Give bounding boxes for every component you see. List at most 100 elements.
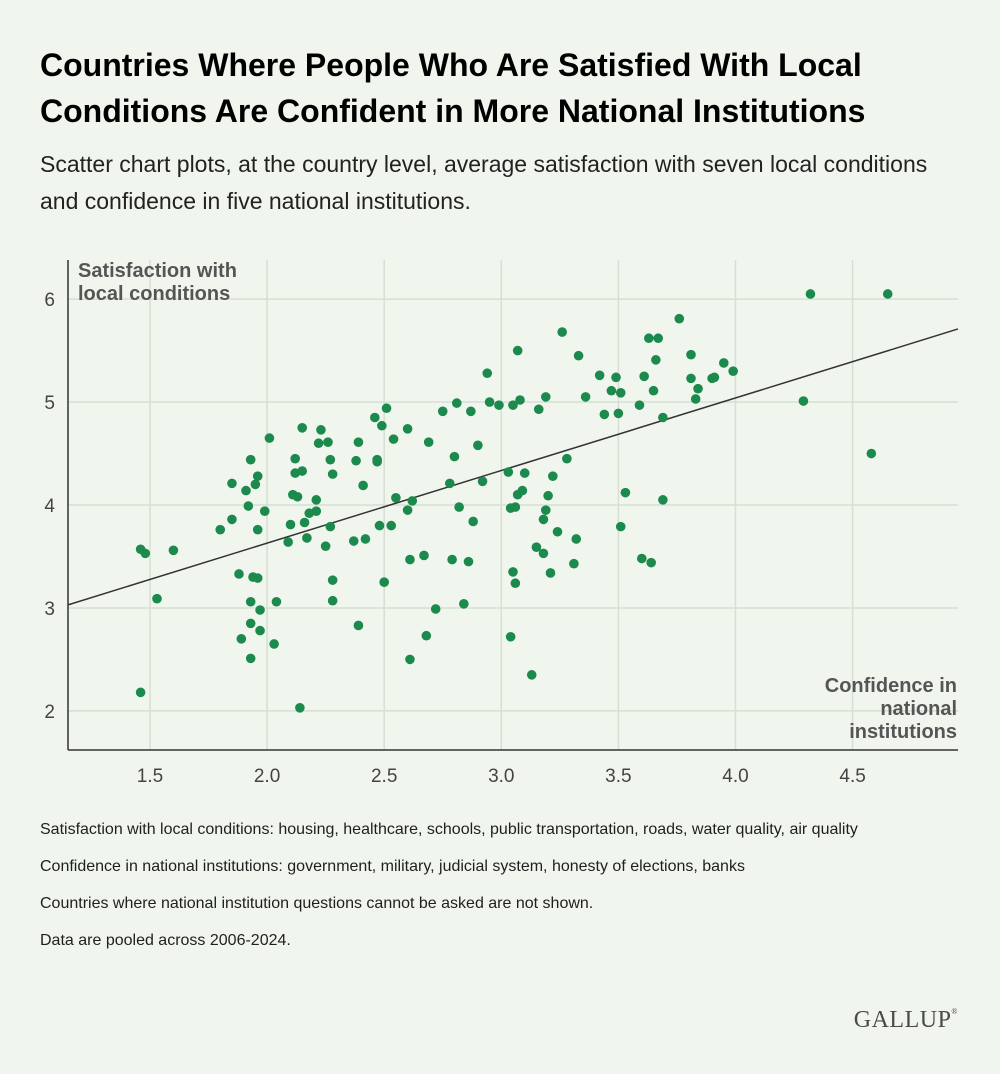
data-point <box>538 514 549 525</box>
data-point <box>252 524 263 535</box>
data-point <box>606 385 617 396</box>
data-point <box>168 545 179 556</box>
data-point <box>639 371 649 382</box>
data-point <box>299 517 310 528</box>
data-point <box>250 479 261 490</box>
data-point <box>423 437 434 448</box>
data-point <box>533 404 544 415</box>
data-point <box>391 492 401 503</box>
y-tick-label: 6 <box>44 290 55 311</box>
data-point <box>494 400 504 410</box>
data-point <box>674 313 685 324</box>
data-point <box>508 567 518 577</box>
data-point <box>379 577 389 588</box>
data-point <box>615 521 626 532</box>
data-point <box>477 476 488 487</box>
trendline-group <box>67 328 959 606</box>
tick-labels: 1.5 2.0 2.5 3.0 3.5 4.0 4.5 2 3 4 5 6 <box>44 290 865 787</box>
data-point <box>327 595 338 606</box>
data-point <box>402 424 413 434</box>
data-point <box>348 536 359 546</box>
data-point <box>252 573 263 583</box>
data-point <box>252 471 263 481</box>
data-point <box>510 502 521 512</box>
data-point <box>545 568 556 578</box>
data-point <box>599 409 610 420</box>
data-point <box>152 593 162 604</box>
x-tick-label: 2.5 <box>371 766 397 787</box>
data-point <box>454 502 464 512</box>
data-point <box>421 630 432 641</box>
data-point <box>562 453 572 464</box>
data-point <box>285 519 296 530</box>
note-data-years: Data are pooled across 2006-2024. <box>40 932 291 949</box>
data-point <box>466 406 476 417</box>
data-point <box>402 505 413 515</box>
data-point <box>444 478 455 489</box>
data-point <box>658 412 668 423</box>
data-point <box>292 491 303 502</box>
data-point <box>557 327 567 337</box>
data-point <box>508 400 518 410</box>
data-point <box>718 358 729 368</box>
y-tick-label: 4 <box>44 496 55 517</box>
data-point <box>620 487 631 498</box>
y-axis-label: Satisfaction with <box>78 260 237 282</box>
data-point <box>644 333 654 344</box>
data-point <box>613 408 624 419</box>
data-point <box>140 548 151 559</box>
data-point <box>283 537 293 547</box>
data-point <box>227 478 237 489</box>
data-point <box>302 533 312 543</box>
data-point <box>580 392 591 402</box>
data-point <box>651 355 661 365</box>
data-point <box>709 372 720 383</box>
gridlines <box>68 260 958 750</box>
data-point <box>798 396 809 406</box>
data-point <box>510 578 521 589</box>
x-axis-label: national <box>880 698 957 720</box>
data-point <box>611 372 621 383</box>
data-point <box>866 448 877 459</box>
x-axis-label: institutions <box>849 721 957 743</box>
data-point <box>634 400 645 410</box>
data-point <box>519 468 530 478</box>
data-point <box>297 422 308 433</box>
chart-subtitle: Scatter chart plots, at the country leve… <box>40 151 928 214</box>
data-point <box>653 333 664 344</box>
data-point <box>473 440 483 451</box>
x-tick-label: 4.5 <box>839 766 865 787</box>
gallup-logo: GALLUP® <box>853 1007 958 1033</box>
data-point <box>243 501 254 511</box>
data-point <box>215 524 226 535</box>
data-point <box>615 387 626 398</box>
data-point <box>571 534 582 544</box>
data-point <box>512 345 523 356</box>
data-point <box>407 496 418 506</box>
data-point <box>658 495 668 505</box>
data-point <box>728 366 738 376</box>
data-point <box>430 604 441 614</box>
y-tick-label: 5 <box>44 393 55 414</box>
data-point <box>358 480 368 491</box>
data-point <box>227 514 237 525</box>
data-point <box>419 550 429 561</box>
data-point <box>526 670 537 680</box>
y-tick-label: 2 <box>44 702 55 723</box>
data-point <box>594 370 605 381</box>
data-point <box>269 639 279 649</box>
x-tick-label: 2.0 <box>254 766 280 787</box>
data-point <box>531 542 542 553</box>
data-point <box>690 394 701 404</box>
data-point <box>234 569 244 579</box>
data-point <box>386 520 397 531</box>
data-point <box>351 455 361 466</box>
data-point <box>313 438 324 449</box>
data-point <box>370 412 380 423</box>
data-point <box>468 516 478 527</box>
data-point <box>538 548 549 559</box>
data-point <box>297 466 308 476</box>
data-point <box>405 654 415 665</box>
data-point <box>882 289 893 299</box>
